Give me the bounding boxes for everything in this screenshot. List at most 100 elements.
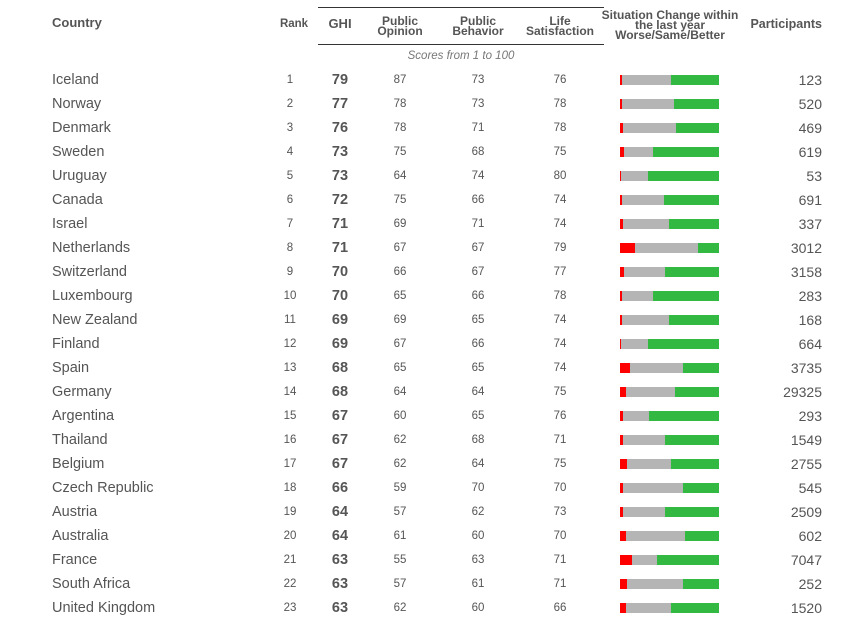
rank-cell: 11 bbox=[284, 314, 296, 326]
ghi-cell: 70 bbox=[331, 288, 349, 304]
bar-segment-same bbox=[623, 147, 653, 157]
public-behavior-cell: 65 bbox=[471, 314, 485, 326]
public-opinion-cell: 65 bbox=[393, 362, 407, 374]
participants-cell: 7047 bbox=[790, 552, 822, 568]
header-life-satisfaction-line1: Life bbox=[549, 14, 571, 28]
header-rank[interactable]: Rank bbox=[279, 18, 309, 30]
public-behavior-cell: 65 bbox=[471, 410, 485, 422]
public-opinion-cell: 66 bbox=[393, 266, 407, 278]
header-country[interactable]: Country bbox=[52, 15, 102, 30]
public-behavior-cell: 73 bbox=[471, 98, 485, 110]
public-opinion-cell: 60 bbox=[393, 410, 407, 422]
table-row[interactable]: Belgium 17 67 62 64 75 2755 bbox=[0, 452, 862, 476]
table-row[interactable]: France 21 63 55 63 71 7047 bbox=[0, 548, 862, 572]
country-cell: Israel bbox=[52, 216, 88, 232]
table-row[interactable]: Thailand 16 67 62 68 71 1549 bbox=[0, 428, 862, 452]
life-satisfaction-cell: 76 bbox=[553, 410, 567, 422]
header-situation-line1: Situation Change within bbox=[601, 8, 739, 22]
table-row[interactable]: Iceland 1 79 87 73 76 123 bbox=[0, 68, 862, 92]
table-row[interactable]: South Africa 22 63 57 61 71 252 bbox=[0, 572, 862, 596]
rank-cell: 14 bbox=[283, 386, 297, 398]
bar-segment-same bbox=[625, 603, 672, 613]
header-ghi[interactable]: GHI bbox=[328, 16, 352, 31]
country-cell: France bbox=[52, 552, 98, 568]
table-row[interactable]: Germany 14 68 64 64 75 29325 bbox=[0, 380, 862, 404]
public-opinion-cell: 64 bbox=[393, 170, 407, 182]
country-cell: Thailand bbox=[52, 432, 108, 448]
bar-segment-worse bbox=[620, 123, 623, 133]
table-row[interactable]: Netherlands 8 71 67 67 79 3012 bbox=[0, 236, 862, 260]
table-row[interactable]: Czech Republic 18 66 59 70 70 545 bbox=[0, 476, 862, 500]
situation-change-bar bbox=[620, 339, 719, 349]
bar-segment-better bbox=[663, 195, 719, 205]
rank-cell: 16 bbox=[283, 434, 297, 446]
situation-change-bar bbox=[620, 171, 719, 181]
table-row[interactable]: Switzerland 9 70 66 67 77 3158 bbox=[0, 260, 862, 284]
life-satisfaction-cell: 75 bbox=[553, 458, 567, 470]
situation-change-bar bbox=[620, 603, 719, 613]
life-satisfaction-cell: 66 bbox=[553, 602, 567, 614]
public-behavior-cell: 66 bbox=[471, 194, 485, 206]
public-behavior-cell: 66 bbox=[471, 338, 485, 350]
header-public-behavior-line2: Behavior bbox=[452, 24, 504, 38]
public-behavior-cell: 62 bbox=[471, 506, 485, 518]
ghi-cell: 69 bbox=[331, 312, 349, 328]
header-life-satisfaction[interactable]: Life Satisfaction bbox=[525, 14, 595, 37]
public-opinion-cell: 67 bbox=[393, 242, 407, 254]
bar-segment-same bbox=[625, 387, 676, 397]
life-satisfaction-cell: 78 bbox=[553, 122, 567, 134]
country-cell: New Zealand bbox=[52, 312, 138, 328]
situation-change-bar bbox=[620, 123, 719, 133]
situation-change-bar bbox=[620, 387, 719, 397]
public-behavior-cell: 64 bbox=[471, 386, 485, 398]
bar-segment-same bbox=[625, 531, 686, 541]
bar-segment-worse bbox=[620, 99, 622, 109]
bar-segment-same bbox=[621, 315, 670, 325]
life-satisfaction-cell: 74 bbox=[553, 218, 567, 230]
bar-segment-worse bbox=[620, 435, 623, 445]
bar-segment-same bbox=[626, 459, 672, 469]
bar-segment-better bbox=[652, 291, 719, 301]
table-row[interactable]: Israel 7 71 69 71 74 337 bbox=[0, 212, 862, 236]
header-situation-change[interactable]: Situation Change within the last year Wo… bbox=[600, 8, 740, 41]
table-row[interactable]: Sweden 4 73 75 68 75 619 bbox=[0, 140, 862, 164]
public-opinion-cell: 59 bbox=[393, 482, 407, 494]
public-opinion-cell: 75 bbox=[393, 146, 407, 158]
participants-cell: 337 bbox=[798, 216, 822, 232]
bar-segment-same bbox=[631, 555, 657, 565]
table-row[interactable]: Denmark 3 76 78 71 78 469 bbox=[0, 116, 862, 140]
situation-change-bar bbox=[620, 579, 719, 589]
header-participants[interactable]: Participants bbox=[750, 17, 822, 31]
rank-cell: 19 bbox=[283, 506, 297, 518]
table-row[interactable]: Austria 19 64 57 62 73 2509 bbox=[0, 500, 862, 524]
country-cell: United Kingdom bbox=[52, 600, 156, 616]
table-row[interactable]: Luxembourg 10 70 65 66 78 283 bbox=[0, 284, 862, 308]
header-top-rule bbox=[318, 7, 604, 8]
ghi-cell: 66 bbox=[331, 480, 349, 496]
table-row[interactable]: Australia 20 64 61 60 70 602 bbox=[0, 524, 862, 548]
public-behavior-cell: 67 bbox=[471, 266, 485, 278]
table-row[interactable]: United Kingdom 23 63 62 60 66 1520 bbox=[0, 596, 862, 620]
bar-segment-better bbox=[669, 315, 719, 325]
rank-cell: 21 bbox=[283, 554, 297, 566]
participants-cell: 664 bbox=[798, 336, 822, 352]
life-satisfaction-cell: 76 bbox=[553, 74, 567, 86]
table-row[interactable]: New Zealand 11 69 69 65 74 168 bbox=[0, 308, 862, 332]
table-row[interactable]: Norway 2 77 78 73 78 520 bbox=[0, 92, 862, 116]
participants-cell: 29325 bbox=[783, 384, 822, 400]
public-behavior-cell: 71 bbox=[471, 122, 485, 134]
bar-segment-better bbox=[676, 123, 719, 133]
table-row[interactable]: Canada 6 72 75 66 74 691 bbox=[0, 188, 862, 212]
table-row[interactable]: Finland 12 69 67 66 74 664 bbox=[0, 332, 862, 356]
public-behavior-cell: 60 bbox=[471, 530, 485, 542]
country-cell: Czech Republic bbox=[52, 480, 154, 496]
ghi-cell: 73 bbox=[331, 168, 349, 184]
bar-segment-same bbox=[623, 267, 665, 277]
table-row[interactable]: Argentina 15 67 60 65 76 293 bbox=[0, 404, 862, 428]
table-row[interactable]: Spain 13 68 65 65 74 3735 bbox=[0, 356, 862, 380]
table-row[interactable]: Uruguay 5 73 64 74 80 53 bbox=[0, 164, 862, 188]
header-public-opinion[interactable]: Public Opinion bbox=[370, 15, 430, 37]
header-public-behavior[interactable]: Public Behavior bbox=[448, 15, 508, 38]
participants-cell: 3735 bbox=[790, 360, 822, 376]
public-opinion-cell: 67 bbox=[393, 338, 407, 350]
